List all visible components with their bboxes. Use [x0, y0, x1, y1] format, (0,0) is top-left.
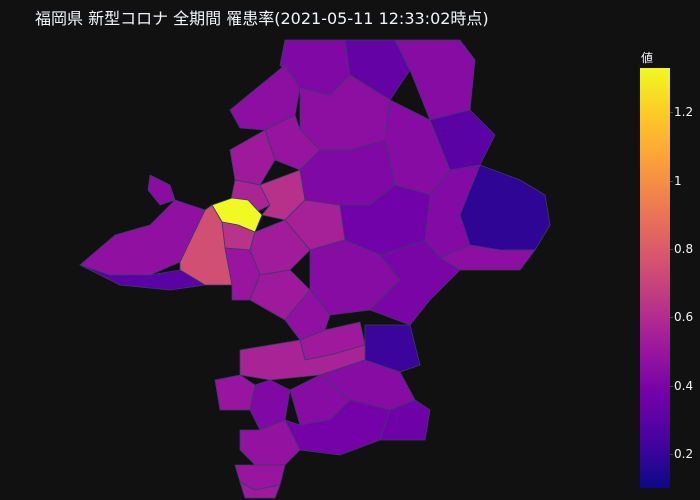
colorbar-tick-label: 1 — [670, 173, 682, 188]
region-hirokawa[interactable] — [289, 374, 351, 426]
region-buzen-coast[interactable] — [394, 39, 476, 121]
region-tosu-border[interactable] — [284, 289, 331, 341]
region-chikuzen[interactable] — [369, 239, 461, 326]
colorbar — [640, 68, 670, 488]
region-oki[interactable] — [79, 264, 206, 291]
colorbar-tick-label: 1.2 — [669, 105, 694, 120]
colorbar-tick-label: 0.4 — [669, 378, 694, 393]
region-kitakyushu-east[interactable] — [344, 39, 411, 101]
chart-title: 福岡県 新型コロナ 全期間 罹患率(2021-05-11 12:33:02時点) — [35, 9, 489, 28]
region-miyama[interactable] — [239, 419, 301, 466]
colorbar-title: 値 — [641, 51, 654, 65]
colorbar-tick-label: 0.8 — [669, 241, 694, 256]
region-omuta-south[interactable] — [239, 481, 281, 499]
colorbar-tick-label: 0.6 — [669, 310, 694, 325]
region-shingu-island[interactable] — [147, 174, 176, 206]
region-yame-east[interactable] — [379, 399, 431, 441]
region-munakata[interactable] — [229, 129, 276, 186]
region-okawa[interactable] — [214, 374, 256, 411]
colorbar-tick-label: 0.2 — [669, 446, 694, 461]
